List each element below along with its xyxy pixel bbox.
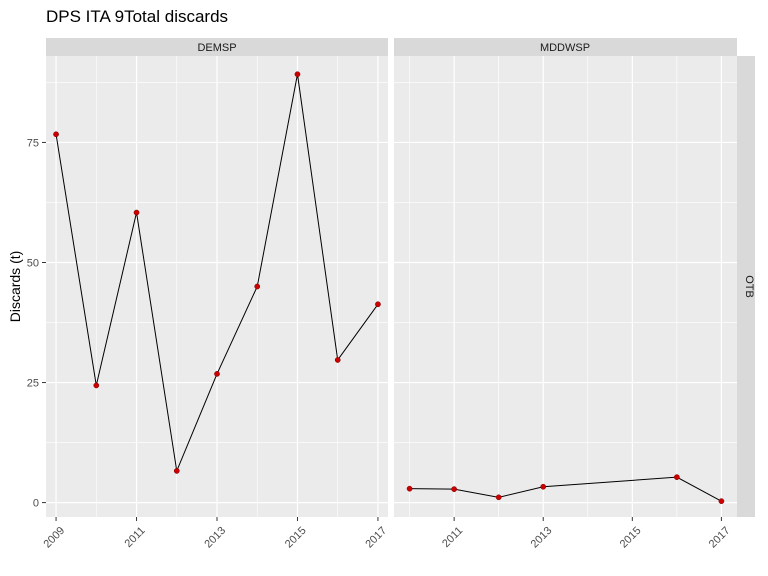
strip-label-demsp: DEMSP bbox=[197, 42, 236, 54]
x-tick-label: 2015 bbox=[618, 525, 644, 551]
panel-mddwsp-grid bbox=[394, 56, 737, 517]
data-point bbox=[294, 71, 301, 78]
panel-mddwsp-series bbox=[406, 474, 725, 505]
data-point bbox=[254, 283, 261, 290]
data-point bbox=[540, 483, 547, 490]
x-tick-label: 2017 bbox=[363, 525, 389, 551]
panel-mddwsp: MDDWSP 2011 2013 2015 2017 bbox=[394, 38, 737, 551]
y-tick-label: 0 bbox=[33, 498, 39, 510]
series-line bbox=[409, 476, 722, 502]
x-tick-label: 2015 bbox=[283, 525, 309, 551]
data-point bbox=[214, 371, 220, 377]
data-point bbox=[93, 382, 100, 389]
data-point bbox=[495, 494, 502, 501]
x-tick-label: 2013 bbox=[202, 525, 228, 551]
data-point bbox=[53, 131, 59, 138]
y-axis-title: Discards (t) bbox=[7, 251, 23, 323]
panel-mddwsp-background bbox=[394, 56, 737, 517]
panel-mddwsp-x-axis-ticks: 2011 2013 2015 2017 bbox=[440, 517, 733, 551]
data-point bbox=[334, 357, 341, 363]
x-tick-label: 2011 bbox=[123, 525, 148, 550]
y-tick-label: 75 bbox=[27, 137, 39, 149]
data-point bbox=[406, 485, 413, 492]
row-strip-label-otb: OTB bbox=[743, 275, 755, 298]
panel-demsp: DEMSP 0 25 50 75 2009 2011 2013 2015 2017 bbox=[27, 38, 389, 551]
data-point bbox=[718, 498, 725, 505]
strip-demsp-background bbox=[46, 38, 388, 56]
panel-demsp-series bbox=[53, 71, 381, 474]
data-point bbox=[451, 486, 457, 492]
strip-mddwsp-background bbox=[394, 38, 737, 56]
chart-title: DPS ITA 9Total discards bbox=[46, 7, 228, 26]
data-point bbox=[674, 474, 680, 480]
x-tick-label: 2013 bbox=[529, 525, 555, 551]
data-point bbox=[173, 468, 180, 474]
data-point bbox=[133, 209, 140, 216]
row-strip-background bbox=[737, 56, 755, 517]
y-tick-label: 25 bbox=[27, 378, 39, 390]
x-tick-label: 2009 bbox=[41, 525, 67, 551]
y-axis-ticks: 0 25 50 75 bbox=[27, 137, 46, 510]
y-tick-label: 50 bbox=[27, 257, 39, 269]
panel-demsp-x-axis-ticks: 2009 2011 2013 2015 2017 bbox=[41, 517, 389, 551]
x-tick-label: 2011 bbox=[440, 525, 465, 550]
strip-label-mddwsp: MDDWSP bbox=[540, 42, 590, 54]
data-point bbox=[375, 301, 381, 308]
x-tick-label: 2017 bbox=[707, 525, 733, 551]
